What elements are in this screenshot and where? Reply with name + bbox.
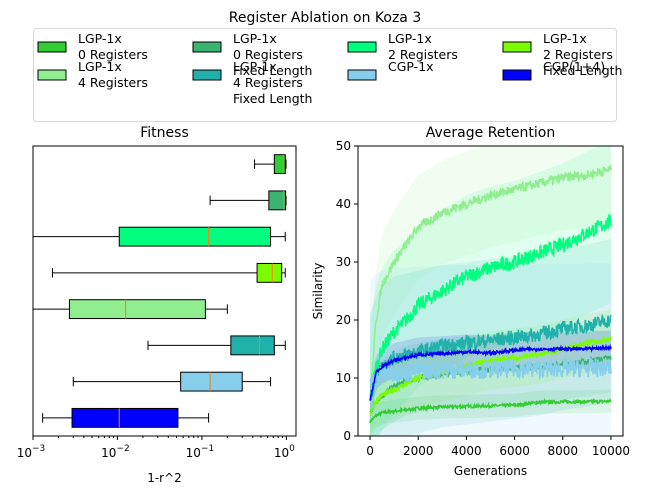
y-tick-label: 10 — [336, 371, 351, 385]
x-tick-label: 0 — [366, 444, 374, 458]
series-line — [369, 213, 612, 400]
y-tick-label: 20 — [336, 313, 351, 327]
legend-label: LGP-1x 2 Registers Fixed Length — [543, 31, 622, 78]
fitness-box-group — [32, 299, 228, 320]
retention-line-panel: Average Retention 0 2000 4000 6000 8000 10000 0… — [311, 125, 630, 478]
x-tick-label: 10000 — [592, 444, 630, 458]
iqr-box — [230, 335, 275, 356]
legend-label: CGP-1x — [388, 59, 434, 74]
fitness-box-group — [51, 262, 286, 283]
fitness-box-group — [72, 371, 272, 392]
legend-label: LGP-1x 0 Registers Fixed Length — [233, 31, 312, 78]
legend-label: CGP(1+4) — [543, 59, 605, 74]
legend-swatch — [192, 41, 222, 53]
series-line — [369, 397, 612, 424]
x-tick-label: 4000 — [451, 444, 482, 458]
legend-swatch — [37, 41, 67, 53]
iqr-box — [273, 154, 286, 175]
y-tick-label: 0 — [343, 429, 351, 443]
retention-x-label: Generations — [454, 464, 527, 478]
fitness-boxplot-panel: Fitness 10−3 10−2 10−1 100 1-r^2 — [17, 125, 297, 485]
y-tick-label: 40 — [336, 197, 351, 211]
x-tick-label: 10−3 — [17, 444, 46, 460]
legend-label: LGP-1x 0 Registers — [78, 31, 148, 62]
legend-swatch — [347, 69, 377, 81]
fitness-title: Fitness — [140, 125, 189, 141]
confidence-band — [370, 263, 611, 436]
fitness-axes-frame — [32, 145, 297, 437]
x-tick-label: 100 — [274, 444, 295, 460]
fitness-box-group — [42, 407, 210, 428]
x-tick-label: 8000 — [547, 444, 578, 458]
iqr-box — [118, 226, 272, 247]
x-tick-label: 10−1 — [186, 444, 215, 460]
series-line — [369, 343, 612, 401]
series-line — [369, 355, 612, 390]
series-line — [369, 313, 612, 402]
legend-swatch — [37, 69, 67, 81]
figure-title: Register Ablation on Koza 3 — [229, 10, 422, 26]
retention-title: Average Retention — [426, 125, 555, 141]
series-line — [369, 335, 612, 416]
legend-label: LGP-1x 4 Registers — [78, 59, 148, 90]
legend: LGP-1x 0 Registers LGP-1x 0 Registers Fixed … — [33, 28, 622, 122]
iqr-box — [268, 190, 287, 211]
x-tick-label: 2000 — [403, 444, 434, 458]
iqr-box — [256, 262, 283, 283]
y-tick-label: 30 — [336, 255, 351, 269]
fitness-box-group — [147, 335, 286, 356]
iqr-box — [180, 371, 243, 392]
iqr-box — [71, 407, 179, 428]
legend-swatch — [502, 41, 532, 53]
fitness-box-group — [254, 154, 287, 175]
legend-label: LGP-1x 4 Registers Fixed Length — [233, 59, 312, 106]
legend-swatch — [502, 69, 532, 81]
legend-swatch — [347, 41, 377, 53]
series-line — [369, 164, 612, 401]
iqr-box — [68, 299, 206, 320]
y-tick-label: 50 — [336, 139, 351, 153]
legend-swatch — [192, 69, 222, 81]
x-tick-label: 10−2 — [101, 444, 130, 460]
fitness-box-group — [209, 190, 287, 211]
retention-axes-frame — [357, 145, 624, 437]
fitness-box-group — [32, 226, 286, 247]
legend-frame — [33, 28, 617, 122]
legend-label: LGP-1x 2 Registers — [388, 31, 458, 62]
retention-plot-area — [369, 146, 612, 436]
fitness-x-label: 1-r^2 — [147, 471, 182, 485]
retention-y-label: Similarity — [311, 263, 325, 320]
x-tick-label: 6000 — [499, 444, 530, 458]
